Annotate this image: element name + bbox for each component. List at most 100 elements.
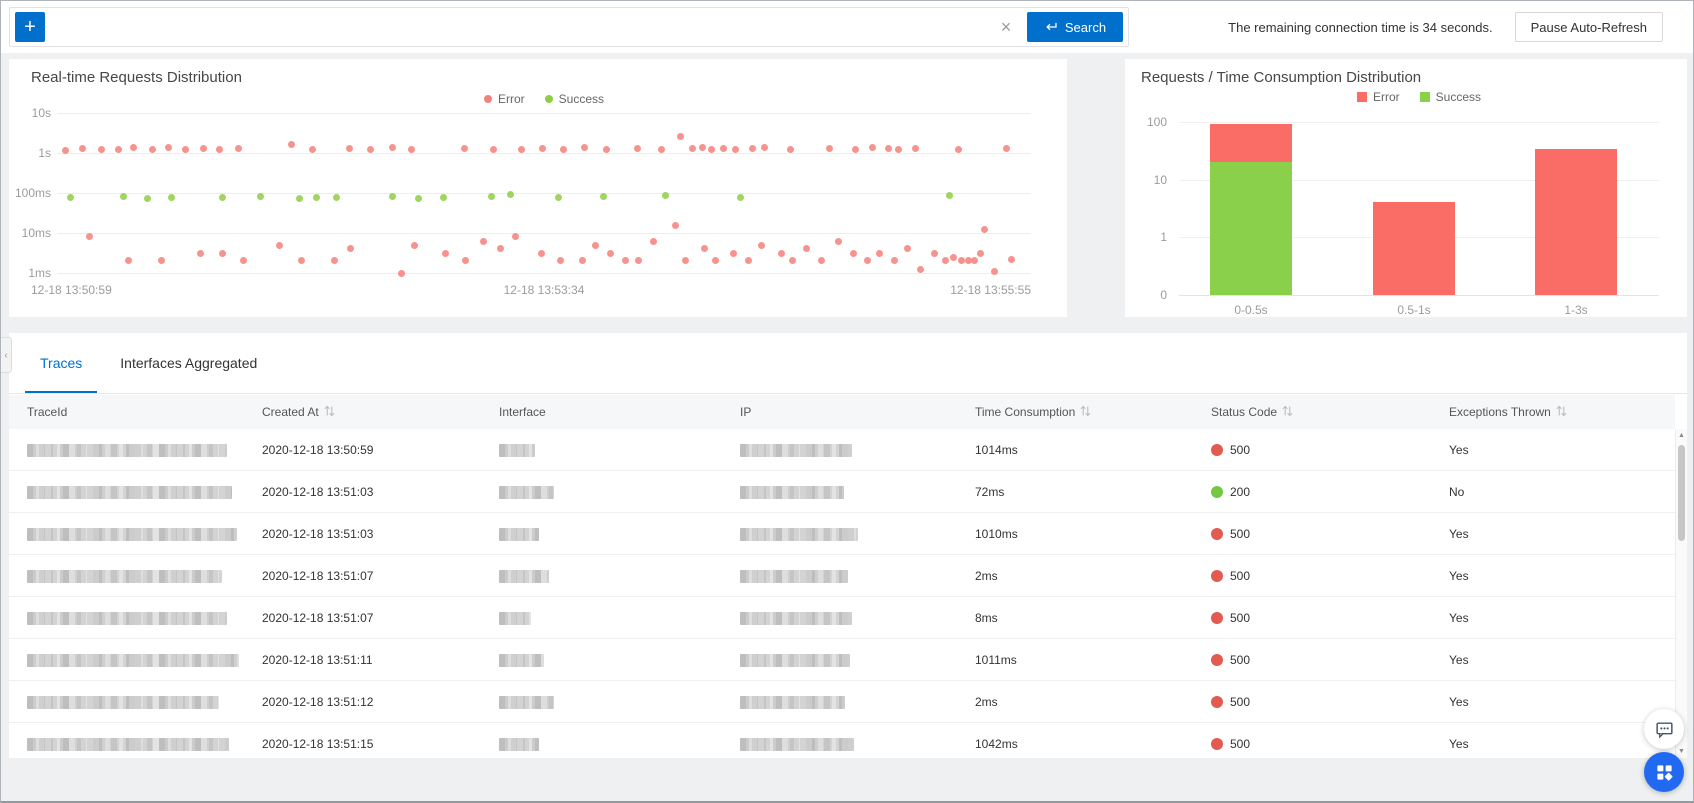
col-interface: Interface (499, 395, 740, 429)
sort-icon[interactable] (1080, 405, 1091, 420)
y-gridline (57, 193, 1031, 194)
clear-search-icon[interactable]: × (1000, 17, 1012, 37)
col-ip: IP (740, 395, 975, 429)
trace-id-link-redacted[interactable] (27, 485, 232, 499)
scatter-point (556, 257, 564, 265)
scatter-point (911, 144, 919, 152)
legend-item-error[interactable]: Error (483, 92, 525, 106)
time-consumption-cell: 1042ms (975, 722, 1211, 765)
time-consumption-cell: 1014ms (975, 429, 1211, 471)
created-at-cell: 2020-12-18 13:51:07 (262, 596, 499, 639)
scatter-point (388, 144, 396, 152)
y-gridline (1179, 295, 1659, 296)
trace-row: 2020-12-18 13:51:03 1010ms 500 Yes (9, 512, 1675, 555)
scatter-point (333, 194, 341, 202)
legend-item-success[interactable]: Success (1419, 90, 1482, 104)
scatter-point (732, 145, 740, 153)
sort-icon[interactable] (1556, 405, 1567, 420)
scatter-point (708, 145, 716, 153)
y-gridline (57, 273, 1031, 274)
pause-auto-refresh-button[interactable]: Pause Auto-Refresh (1514, 12, 1663, 42)
legend-item-success[interactable]: Success (544, 92, 604, 106)
scatter-point (803, 245, 811, 253)
trace-row: 2020-12-18 13:51:12 2ms 500 Yes (9, 680, 1675, 723)
col-exceptions-thrown[interactable]: Exceptions Thrown (1449, 395, 1675, 429)
status-code-cell: 500 (1211, 680, 1449, 723)
trace-id-link-redacted[interactable] (27, 695, 219, 709)
ip-redacted (740, 695, 845, 709)
scatter-point (297, 257, 305, 265)
scatter-point (497, 245, 505, 253)
add-filter-button[interactable]: + (15, 12, 45, 42)
scatter-point (657, 146, 665, 154)
status-code-cell: 500 (1211, 512, 1449, 555)
scatter-point (580, 144, 588, 152)
col-created-at[interactable]: Created At (262, 395, 499, 429)
bar-category-label: 0.5-1s (1397, 303, 1431, 317)
legend-label-success: Success (1435, 90, 1482, 104)
col-status-code[interactable]: Status Code (1211, 395, 1449, 429)
scatter-point (671, 222, 679, 230)
trace-id-link-redacted[interactable] (27, 611, 227, 625)
scatter-point (276, 241, 284, 249)
scrollbar-thumb[interactable] (1678, 445, 1685, 541)
ip-redacted (740, 569, 848, 583)
scatter-point (62, 147, 70, 155)
table-header-row: TraceId Created At Interface IP Time Con… (9, 395, 1675, 429)
scatter-point (554, 194, 562, 202)
trace-id-link-redacted[interactable] (27, 569, 222, 583)
scatter-point (182, 145, 190, 153)
trace-row: 2020-12-18 13:51:11 1011ms 500 Yes (9, 638, 1675, 681)
ip-cell (740, 722, 975, 765)
bar-category-label: 0-0.5s (1234, 303, 1268, 317)
search-input[interactable] (45, 12, 993, 42)
scatter-point (86, 233, 94, 241)
col-traceid: TraceId (9, 395, 262, 429)
scatter-point (990, 267, 998, 275)
ip-redacted (740, 611, 852, 625)
scatter-point (124, 257, 132, 265)
tab-interfaces-aggregated[interactable]: Interfaces Aggregated (120, 355, 258, 371)
interface-cell (499, 638, 740, 681)
scatter-point (981, 226, 989, 234)
search-button[interactable]: Search (1027, 12, 1123, 42)
ip-redacted (740, 485, 844, 499)
trace-id-cell (9, 512, 262, 555)
trace-id-link-redacted[interactable] (27, 653, 239, 667)
scatter-point (347, 245, 355, 253)
scroll-up-icon[interactable]: ▲ (1678, 432, 1685, 439)
realtime-requests-panel: Real-time Requests Distribution Error Su… (9, 59, 1067, 317)
scatter-point (606, 250, 614, 258)
scatter-point (235, 144, 243, 152)
interface-redacted (499, 653, 544, 667)
scroll-down-icon[interactable]: ▼ (1678, 748, 1685, 755)
sort-icon[interactable] (324, 405, 335, 420)
status-error-dot-icon (1211, 569, 1223, 582)
status-success-dot-icon (1211, 485, 1223, 498)
legend-item-error[interactable]: Error (1356, 90, 1400, 104)
tab-traces[interactable]: Traces (25, 333, 97, 393)
chat-fab-button[interactable] (1644, 709, 1684, 749)
trace-id-link-redacted[interactable] (27, 443, 227, 457)
scatter-point (345, 144, 353, 152)
scatter-point (129, 144, 137, 152)
scatter-point (941, 257, 949, 265)
scatter-point (487, 193, 495, 201)
ip-cell (740, 680, 975, 723)
apps-fab-button[interactable] (1644, 752, 1684, 792)
ip-cell (740, 470, 975, 513)
sort-icon[interactable] (1282, 405, 1293, 420)
scatter-point (295, 195, 303, 203)
enter-icon (1044, 21, 1058, 33)
trace-id-link-redacted[interactable] (27, 737, 229, 751)
trace-row: 2020-12-18 13:51:03 72ms 200 No (9, 470, 1675, 513)
collapse-panel-handle[interactable]: ‹ (1, 337, 12, 373)
ip-cell (740, 429, 975, 471)
trace-id-link-redacted[interactable] (27, 527, 237, 541)
scatter-point (479, 238, 487, 246)
status-error-dot-icon (1211, 611, 1223, 624)
y-tick-label: 100ms (14, 186, 51, 200)
col-time-consumption[interactable]: Time Consumption (975, 395, 1211, 429)
y-tick-label: 1ms (28, 266, 51, 280)
table-scrollbar[interactable]: ▲ ▼ (1675, 429, 1687, 758)
